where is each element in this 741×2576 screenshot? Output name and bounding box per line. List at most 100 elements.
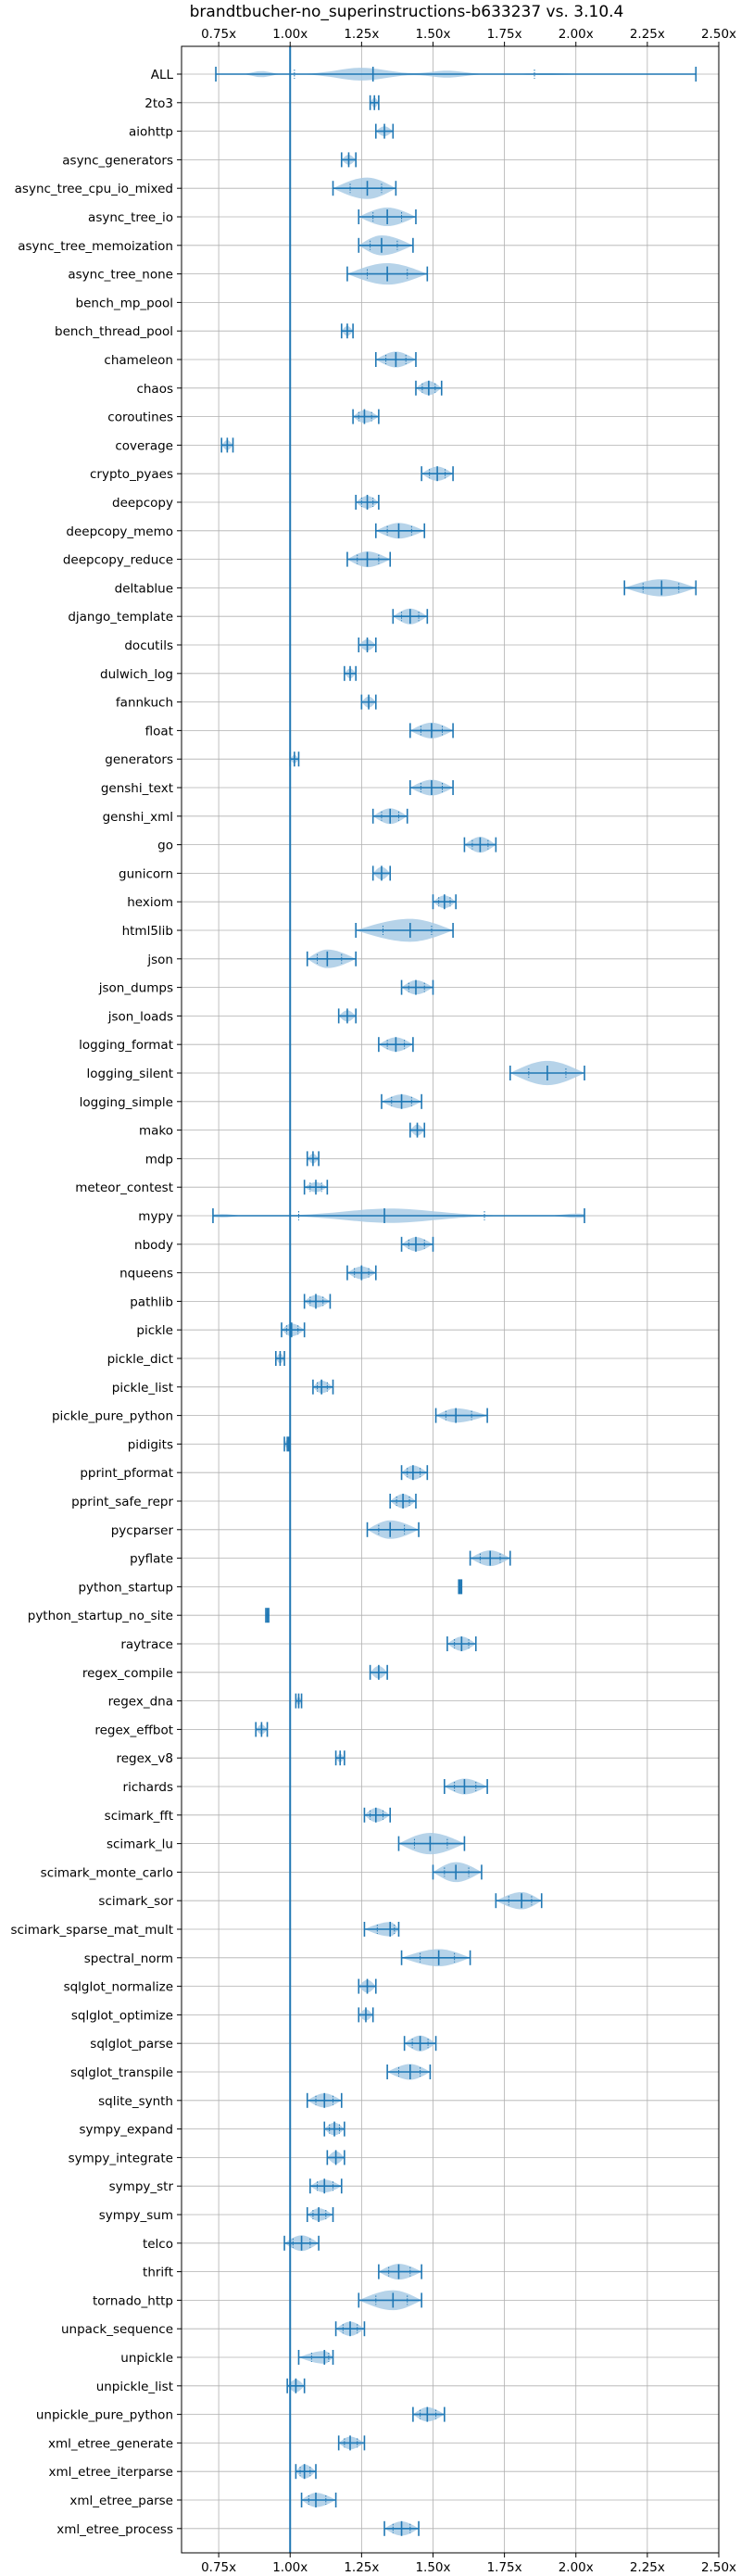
benchmark-label: logging_simple: [80, 1095, 173, 1110]
benchmark-label: scimark_sparse_mat_mult: [11, 1923, 173, 1938]
x-tick-label-top: 1.00x: [272, 27, 308, 42]
benchmark-label: sympy_integrate: [69, 2151, 173, 2166]
x-tick-label-top: 0.75x: [201, 27, 236, 42]
benchmark-label: scimark_sor: [98, 1894, 173, 1909]
benchmark-label: bench_mp_pool: [76, 296, 173, 310]
benchmark-label: docutils: [124, 638, 173, 653]
benchmark-label: logging_silent: [87, 1067, 173, 1081]
benchmark-label: deepcopy: [112, 496, 173, 511]
benchmark-label: float: [145, 724, 173, 739]
benchmark-label: mako: [139, 1124, 173, 1139]
benchmark-label: unpack_sequence: [61, 2322, 173, 2337]
x-tick-label-top: 2.50x: [701, 27, 736, 42]
benchmark-label: coroutines: [107, 410, 173, 425]
benchmark-label: pyflate: [130, 1552, 173, 1567]
benchmark-label: dulwich_log: [100, 667, 173, 682]
benchmark-label: nbody: [134, 1238, 173, 1253]
x-tick-label-top: 1.25x: [344, 27, 379, 42]
benchmark-label: regex_effbot: [94, 1723, 173, 1737]
benchmark-label: generators: [105, 752, 173, 767]
benchmark-label: sqlglot_normalize: [64, 1980, 173, 1995]
benchmark-label: unpickle_list: [96, 2380, 173, 2394]
x-tick-label-bottom: 1.00x: [272, 2560, 308, 2575]
axes: 0.75x 0.75x 1.00x 1.00x 1.25x 1.25x 1.50x 1.50x…: [11, 27, 737, 2575]
benchmark-label: pickle_list: [112, 1381, 173, 1395]
benchmark-label: django_template: [68, 610, 173, 625]
benchmark-label: tornado_http: [93, 2293, 173, 2308]
x-tick-label-top: 1.50x: [415, 27, 450, 42]
benchmark-label: ALL: [151, 68, 174, 82]
x-tick-label-bottom: 1.25x: [344, 2560, 379, 2575]
benchmark-label: richards: [123, 1780, 173, 1795]
benchmark-label: pprint_safe_repr: [71, 1495, 173, 1509]
chart-title: brandtbucher-no_superinstructions-b63323…: [190, 3, 624, 21]
benchmark-label: python_startup_no_site: [28, 1609, 173, 1623]
benchmark-label: sympy_str: [109, 2179, 174, 2194]
benchmark-label: async_tree_memoization: [18, 239, 173, 254]
benchmark-label: sqlglot_optimize: [71, 2008, 173, 2023]
x-tick-label-bottom: 2.50x: [701, 2560, 736, 2575]
benchmark-label: aiohttp: [129, 125, 173, 140]
benchmark-label: pprint_pformat: [80, 1466, 173, 1481]
benchmark-label: xml_etree_process: [57, 2522, 173, 2537]
benchmark-label: sqlite_synth: [98, 2094, 173, 2109]
plot-frame: [181, 45, 720, 2554]
benchmark-label: genshi_xml: [103, 810, 173, 825]
benchmark-label: pathlib: [130, 1294, 173, 1309]
benchmark-label: coverage: [115, 438, 173, 453]
benchmark-label: sqlglot_parse: [90, 2037, 173, 2052]
x-tick-label-top: 2.00x: [559, 27, 594, 42]
benchmark-label: nqueens: [119, 1267, 173, 1282]
benchmark-label: pickle_pure_python: [52, 1409, 173, 1424]
x-tick-label-bottom: 1.75x: [487, 2560, 522, 2575]
benchmark-label: json_loads: [107, 1009, 173, 1024]
benchmark-label: bench_thread_pool: [55, 324, 173, 339]
benchmark-label: spectral_norm: [84, 1951, 173, 1966]
benchmark-label: logging_format: [79, 1038, 173, 1053]
benchmark-label: async_generators: [62, 153, 173, 168]
benchmark-label: async_tree_io: [88, 210, 173, 225]
benchmark-label: mypy: [138, 1209, 173, 1224]
x-tick-label-bottom: 2.25x: [630, 2560, 665, 2575]
benchmark-label: unpickle: [120, 2351, 173, 2366]
benchmark-label: python_startup: [78, 1580, 173, 1595]
benchmark-label: chaos: [136, 382, 173, 397]
x-tick-label-bottom: 2.00x: [559, 2560, 594, 2575]
benchmark-label: html5lib: [122, 924, 173, 939]
benchmark-label: pickle: [136, 1323, 173, 1338]
benchmark-label: xml_etree_generate: [48, 2436, 173, 2451]
benchmark-label: xml_etree_iterparse: [49, 2465, 174, 2480]
benchmark-label: xml_etree_parse: [69, 2494, 173, 2508]
benchmark-label: sympy_expand: [79, 2123, 173, 2138]
benchmark-label: json_dumps: [98, 981, 173, 996]
benchmark-label: chameleon: [104, 353, 173, 368]
benchmark-label: regex_dna: [108, 1695, 173, 1710]
benchmark-label: thrift: [143, 2266, 173, 2280]
benchmark-label: pickle_dict: [107, 1352, 173, 1367]
benchmark-label: regex_compile: [82, 1666, 173, 1681]
benchmark-label: deltablue: [115, 581, 173, 596]
benchmark-label: go: [157, 839, 173, 853]
benchmark-label: meteor_contest: [75, 1181, 173, 1195]
benchmark-label: sympy_sum: [99, 2208, 173, 2223]
benchmark-label: json: [146, 953, 173, 967]
benchmark-label: genshi_text: [101, 781, 173, 796]
benchmark-label: hexiom: [127, 895, 173, 910]
benchmark-label: unpickle_pure_python: [36, 2408, 173, 2423]
x-tick-label-bottom: 1.50x: [415, 2560, 450, 2575]
benchmark-label: pidigits: [128, 1437, 173, 1452]
benchmark-label: scimark_lu: [107, 1837, 173, 1852]
x-tick-label-bottom: 0.75x: [201, 2560, 236, 2575]
benchmark-label: async_tree_none: [68, 268, 173, 283]
benchmark-label: deepcopy_memo: [66, 524, 173, 539]
benchmark-label: regex_v8: [116, 1751, 173, 1766]
benchmark-label: 2to3: [144, 96, 173, 111]
benchmark-label: scimark_fft: [105, 1809, 173, 1824]
benchmark-label: sqlglot_transpile: [70, 2065, 173, 2080]
benchmark-label: telco: [143, 2237, 173, 2252]
violins: [212, 67, 697, 2536]
benchmark-label: crypto_pyaes: [90, 467, 173, 482]
benchmark-label: gunicorn: [119, 866, 173, 881]
